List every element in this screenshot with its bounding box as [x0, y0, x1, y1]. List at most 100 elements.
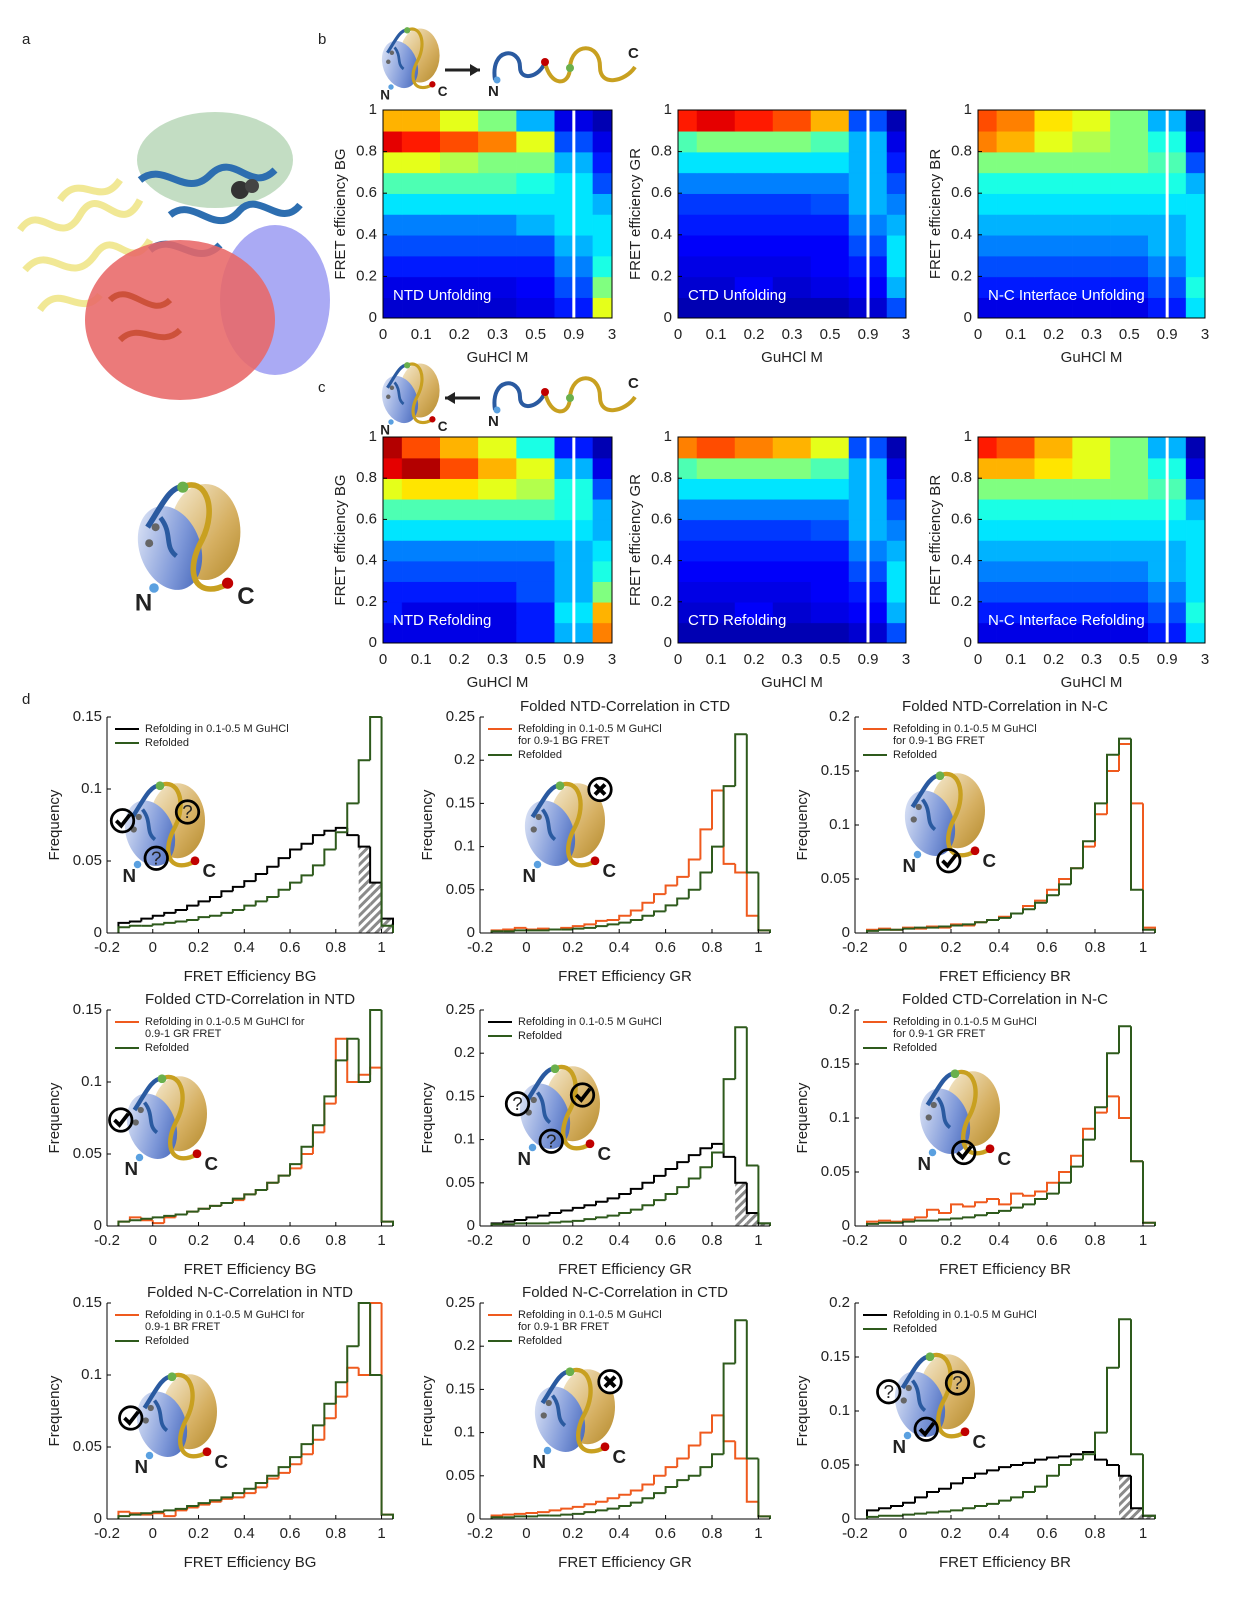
- y-tick-label: 0.6: [356, 510, 377, 527]
- heat-cell: [886, 130, 906, 153]
- histogram-step: [369, 1303, 382, 1376]
- icon-ring: [569, 1082, 596, 1108]
- heat-cell: [772, 498, 812, 521]
- histogram-step: [548, 928, 562, 931]
- dye-green: [404, 362, 411, 369]
- histogram-step: [277, 888, 291, 897]
- x-tick-label: 0.4: [989, 939, 1010, 956]
- histogram-step: [300, 874, 313, 883]
- heat-cell: [810, 437, 850, 459]
- plot-frame: [382, 109, 613, 319]
- histogram-step: [745, 734, 759, 874]
- panel-label: a: [22, 31, 31, 48]
- histogram-step: [1094, 1111, 1107, 1129]
- n-terminus: N: [523, 865, 537, 886]
- histogram-step: [243, 1487, 256, 1494]
- x-tick-label: 0.3: [1081, 651, 1102, 668]
- residue: [545, 1399, 552, 1407]
- histogram-step: [266, 1477, 279, 1488]
- y-axis-label: FRET efficiency BR: [927, 475, 944, 605]
- c-terminus: C: [237, 583, 254, 610]
- heat-cell: [1110, 151, 1149, 174]
- heat-cell: [516, 130, 555, 153]
- heat-cell: [440, 539, 479, 562]
- heat-cell: [592, 437, 612, 459]
- dye-red: [960, 1427, 970, 1437]
- dye-blue: [135, 1153, 144, 1162]
- histogram-step: [687, 858, 701, 877]
- ntd-loop: [540, 808, 557, 841]
- histogram-step: [890, 1505, 903, 1509]
- x-tick-label: 0.5: [1119, 651, 1140, 668]
- histogram-step: [676, 1161, 689, 1169]
- heat-cell: [810, 601, 850, 624]
- ntd-loop: [535, 1091, 552, 1124]
- heat-cell: [734, 437, 774, 459]
- icon-ring: [538, 1128, 564, 1154]
- check-icon: [941, 853, 958, 869]
- y-tick-label: 0.15: [73, 1001, 102, 1018]
- ntd-loop: [140, 808, 157, 841]
- heat-cell: [516, 477, 555, 500]
- histogram-step: [950, 1203, 963, 1214]
- y-tick-label: 0: [842, 924, 850, 941]
- histogram-step: [734, 1319, 747, 1364]
- histogram-step: [1022, 1491, 1035, 1498]
- legend-entry: Refolded: [145, 737, 190, 749]
- legend-entry: Refolding in 0.1-0.5 M GuHCl for 0.9-1 B…: [518, 1309, 662, 1333]
- histogram-step: [1142, 803, 1156, 933]
- histogram-step: [525, 927, 538, 931]
- heat-cell: [810, 622, 850, 643]
- ntd-loop: [393, 381, 405, 406]
- histogram-step: [653, 1474, 666, 1485]
- y-tick-label: 0.2: [356, 593, 377, 610]
- x-tick-label: 0: [379, 651, 387, 668]
- histogram-step: [548, 1212, 562, 1216]
- x-tick-label: 0.8: [702, 939, 723, 956]
- legend-entry: Refolded: [518, 1030, 563, 1042]
- histogram-step: [208, 1499, 222, 1504]
- legend-entry: Refolded: [893, 749, 938, 761]
- histogram-step: [998, 1199, 1011, 1206]
- heat-cell: [886, 276, 906, 298]
- x-tick-label: 1: [754, 939, 762, 956]
- histogram-step: [914, 1219, 927, 1222]
- x-tick-label: 1: [754, 1232, 762, 1249]
- legend-entry: Refolding in 0.1-0.5 M GuHCl for 0.9-1 B…: [518, 723, 662, 747]
- x-tick-label: 0: [974, 326, 982, 343]
- histogram-step: [866, 929, 879, 933]
- histogram-step: [653, 1199, 666, 1206]
- histogram-step: [711, 789, 724, 830]
- y-tick-label: 0.05: [821, 1456, 850, 1473]
- heat-cell: [401, 437, 441, 459]
- chart-title: Folded NTD-Correlation in N-C: [902, 698, 1108, 715]
- y-tick-label: 0.1: [454, 838, 475, 855]
- y-tick-label: 0.1: [829, 1402, 850, 1419]
- histogram-step: [163, 911, 176, 916]
- heat-cell: [696, 498, 736, 521]
- histogram-step: [266, 1181, 279, 1190]
- heat-cell: [810, 255, 850, 278]
- dye-red: [541, 58, 549, 66]
- legend-entry-box: Refolding in 0.1-0.5 M GuHCl for 0.9-1 B…: [145, 1309, 305, 1333]
- histogram-step: [560, 1220, 573, 1223]
- dye-red: [970, 846, 980, 856]
- heat-cell: [1072, 539, 1111, 562]
- heat-cell: [516, 580, 555, 603]
- legend-entry: Refolded: [518, 749, 563, 761]
- histogram-step: [369, 1009, 382, 1082]
- histogram-step: [734, 1026, 747, 1080]
- histogram-step: [311, 864, 325, 876]
- legend-entry: Refolding in 0.1-0.5 M GuHCl for 0.9-1 G…: [145, 1016, 305, 1040]
- x-tick-label: 0.2: [941, 1232, 962, 1249]
- dye-red: [585, 1139, 595, 1149]
- x-tick-label: 0: [674, 651, 682, 668]
- dye-blue: [493, 76, 501, 84]
- x-tick-label: 3: [608, 326, 616, 343]
- x-axis-label: FRET Efficiency BG: [184, 1554, 317, 1571]
- histogram-step: [1070, 867, 1083, 879]
- c-terminus: C: [613, 1446, 627, 1467]
- heat-cell: [1034, 560, 1073, 582]
- x-tick-label: 0: [149, 939, 157, 956]
- histogram-step: [745, 1320, 759, 1460]
